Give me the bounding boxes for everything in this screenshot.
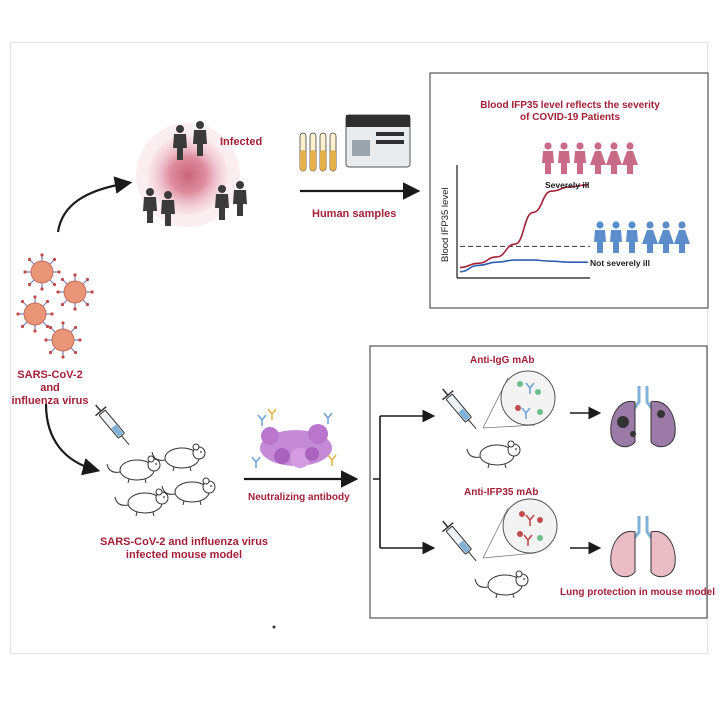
anti-igg-label: Anti-IgG mAb bbox=[470, 355, 535, 366]
mouse-group bbox=[106, 443, 216, 517]
syringe-icon bbox=[89, 399, 136, 451]
chart-title: Blood IFP35 level reflects the severity … bbox=[480, 100, 660, 123]
human-samples-label: Human samples bbox=[312, 208, 397, 220]
magnified-ifp35-view bbox=[482, 498, 558, 559]
infected-label: Infected bbox=[220, 136, 263, 148]
neutralizing-antibody-label: Neutralizing antibody bbox=[248, 492, 350, 503]
arrow-to-mice bbox=[44, 403, 101, 476]
severe-curve bbox=[459, 184, 589, 269]
severely-ill-label: Severely ill bbox=[545, 180, 590, 190]
magnified-igg-view bbox=[482, 370, 556, 429]
mouse-model-label: SARS-CoV-2 and influenza virus infected … bbox=[99, 536, 269, 561]
arrow-to-infected bbox=[56, 176, 133, 233]
not-severely-ill-label: Not severely ill bbox=[590, 258, 651, 268]
virus-label: SARS-CoV-2 and influenza virus bbox=[11, 369, 89, 407]
damaged-lung-icon bbox=[609, 384, 677, 449]
test-tubes-icon bbox=[299, 132, 337, 172]
chart-box bbox=[429, 72, 709, 309]
y-axis-label: Blood IFP35 level bbox=[440, 187, 451, 262]
antibody-molecule-icon bbox=[251, 408, 337, 469]
anti-ifp35-label: Anti-IFP35 mAb bbox=[464, 487, 539, 498]
branch-connector bbox=[373, 416, 381, 548]
sequencer-machine-icon bbox=[345, 114, 411, 168]
mild-curve bbox=[459, 259, 588, 273]
virus-cluster bbox=[15, 252, 95, 360]
chart-axes bbox=[456, 165, 590, 279]
lung-protection-label: Lung protection in mouse model bbox=[560, 587, 715, 598]
